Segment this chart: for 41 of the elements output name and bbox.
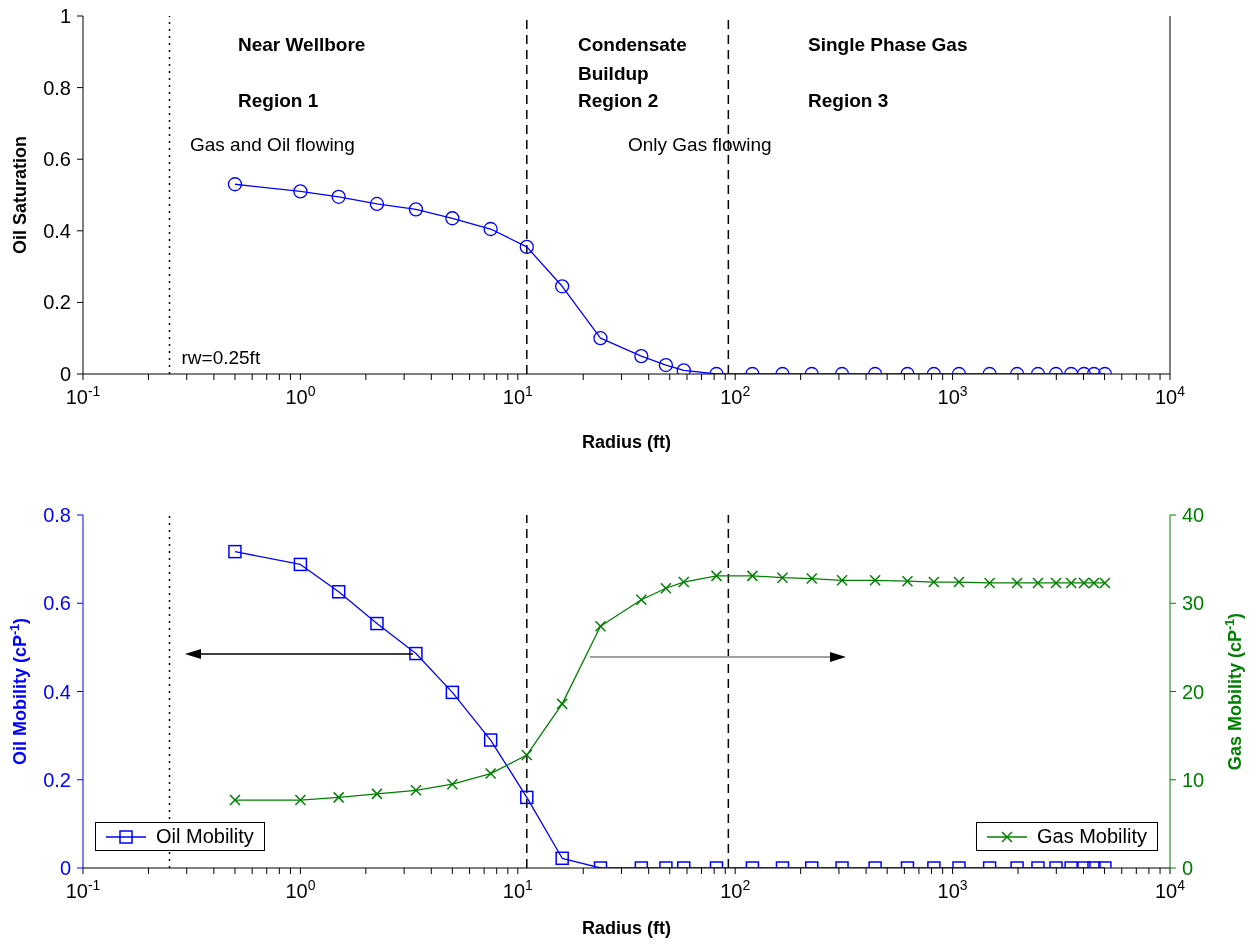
y-tick-label: 0: [59, 363, 71, 385]
y-tick-label: 0.2: [43, 291, 71, 314]
legend-label: Gas Mobility: [1036, 825, 1147, 848]
x-tick-label: 10$^{2}$: [720, 877, 751, 902]
x-tick-label: 10$^{3}$: [937, 383, 968, 408]
annotation: Gas and Oil flowing: [190, 133, 355, 157]
x-tick-label: 10$^{0}$: [285, 383, 316, 408]
x-tick-label: 10$^{2}$: [720, 383, 751, 408]
annotation: Region 2: [578, 89, 659, 113]
x-tick-label: 10$^{4}$: [1154, 877, 1186, 902]
legend-label: Oil Mobility: [156, 825, 254, 848]
y-tick-label: 0: [59, 857, 71, 879]
ref-line-label: rw=0.25ft: [181, 347, 261, 368]
x-tick-label: 10$^{4}$: [1154, 383, 1186, 408]
x-tick-label: 10$^{1}$: [502, 383, 534, 408]
y-tick-label: 0.8: [43, 76, 71, 99]
x-axis-title: Radius (ft): [582, 432, 671, 452]
y2-tick-label: 20: [1182, 680, 1205, 703]
y-tick-label: 0.2: [43, 768, 71, 791]
annotation: Region 3: [808, 89, 889, 113]
y2-tick-label: 40: [1182, 504, 1205, 526]
x-axis-title: Radius (ft): [582, 918, 671, 938]
y-tick-label: 0.8: [43, 504, 71, 526]
x-tick-label: 10$^{-1}$: [65, 877, 101, 902]
y2-tick-label: 0: [1182, 857, 1194, 879]
x-tick-label: 10$^{1}$: [502, 877, 534, 902]
y-tick-label: 1: [59, 5, 71, 27]
annotation: Condensate Buildup: [578, 33, 688, 86]
y-tick-label: 0.6: [43, 148, 71, 171]
x-tick-label: 10$^{0}$: [285, 877, 316, 902]
y-tick-label: 0.6: [43, 592, 71, 615]
x-tick-label: 10$^{-1}$: [65, 383, 101, 408]
y2-tick-label: 30: [1182, 592, 1205, 615]
x-tick-label: 10$^{3}$: [937, 877, 968, 902]
y-axis-title: Oil Saturation: [10, 135, 30, 255]
annotation: Region 1: [238, 89, 319, 113]
y-tick-label: 0.4: [43, 680, 71, 703]
y-tick-label: 0.4: [43, 219, 71, 242]
annotation: Near Wellbore: [238, 33, 366, 57]
annotation: Single Phase Gas: [808, 33, 968, 57]
y2-tick-label: 10: [1182, 768, 1205, 791]
